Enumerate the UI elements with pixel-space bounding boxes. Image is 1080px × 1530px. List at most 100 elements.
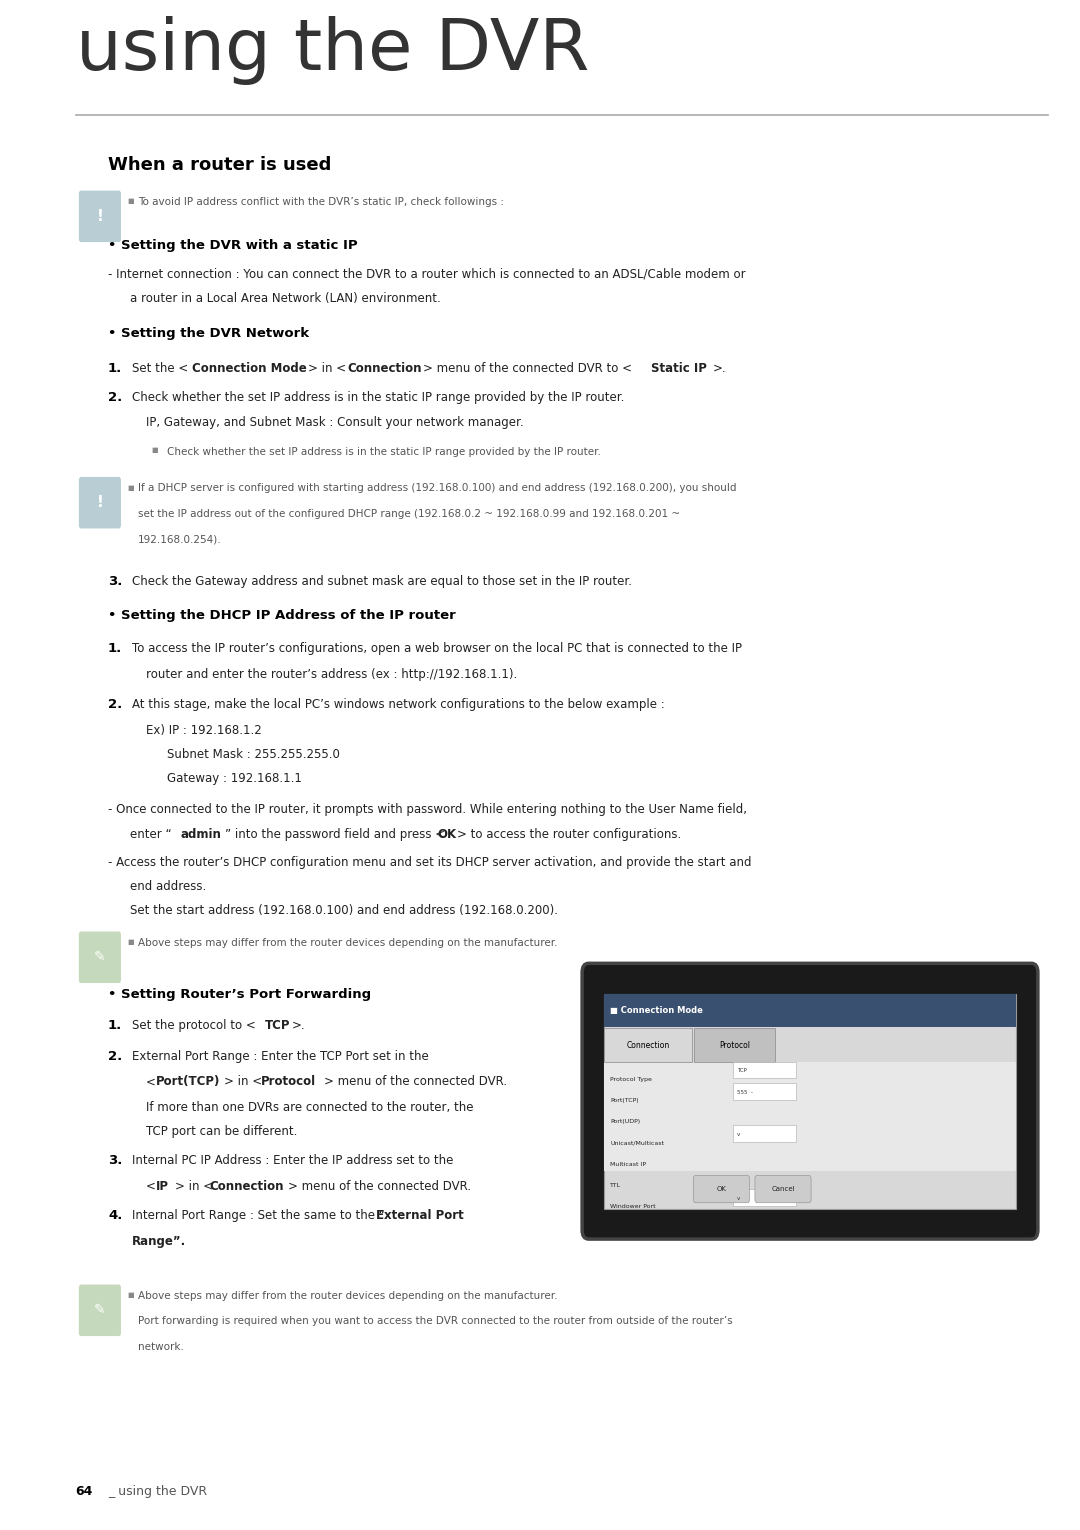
Text: At this stage, make the local PC’s windows network configurations to the below e: At this stage, make the local PC’s windo… (132, 698, 664, 711)
Text: 192.168.0.254).: 192.168.0.254). (138, 534, 221, 545)
FancyBboxPatch shape (604, 1062, 1016, 1170)
Text: Set the start address (192.168.0.100) and end address (192.168.0.200).: Set the start address (192.168.0.100) an… (130, 904, 557, 916)
Text: Check whether the set IP address is in the static IP range provided by the IP ro: Check whether the set IP address is in t… (167, 447, 602, 456)
FancyBboxPatch shape (733, 1189, 796, 1206)
Text: 64: 64 (76, 1484, 93, 1498)
Text: - Access the router’s DHCP configuration menu and set its DHCP server activation: - Access the router’s DHCP configuration… (108, 855, 752, 869)
Text: Port forwarding is required when you want to access the DVR connected to the rou: Port forwarding is required when you wan… (138, 1316, 733, 1327)
Text: a router in a Local Area Network (LAN) environment.: a router in a Local Area Network (LAN) e… (130, 292, 441, 304)
Text: enter “: enter “ (130, 828, 172, 842)
Text: ✎: ✎ (94, 950, 106, 964)
Text: Port(TCP): Port(TCP) (610, 1099, 639, 1103)
Text: 3.: 3. (108, 575, 122, 589)
Text: Range”.: Range”. (132, 1235, 186, 1247)
Text: !: ! (96, 208, 104, 223)
Text: - Once connected to the IP router, it prompts with password. While entering noth: - Once connected to the IP router, it pr… (108, 803, 747, 815)
Text: Connection: Connection (626, 1040, 670, 1050)
Text: - Internet connection : You can connect the DVR to a router which is connected t: - Internet connection : You can connect … (108, 268, 745, 282)
Text: IP, Gateway, and Subnet Mask : Consult your network manager.: IP, Gateway, and Subnet Mask : Consult y… (146, 416, 524, 430)
FancyBboxPatch shape (694, 1028, 775, 1062)
Text: Protocol: Protocol (261, 1076, 316, 1088)
Text: Set the <: Set the < (132, 361, 188, 375)
Text: Check the Gateway address and subnet mask are equal to those set in the IP route: Check the Gateway address and subnet mas… (132, 575, 632, 589)
Text: 4.: 4. (108, 1209, 122, 1222)
FancyBboxPatch shape (79, 477, 121, 528)
Text: <: < (146, 1076, 156, 1088)
Text: If more than one DVRs are connected to the router, the: If more than one DVRs are connected to t… (146, 1102, 473, 1114)
Text: v: v (737, 1195, 740, 1201)
Text: External Port Range : Enter the TCP Port set in the: External Port Range : Enter the TCP Port… (132, 1050, 429, 1063)
Text: Protocol Type: Protocol Type (610, 1077, 652, 1082)
Text: ■: ■ (127, 199, 134, 203)
Text: Check whether the set IP address is in the static IP range provided by the IP ro: Check whether the set IP address is in t… (132, 390, 624, 404)
Text: ■: ■ (151, 447, 158, 453)
Text: 2.: 2. (108, 698, 122, 711)
Text: >.: >. (292, 1019, 306, 1033)
Text: !: ! (96, 496, 104, 509)
Text: 555  -: 555 - (737, 1089, 753, 1094)
Text: Protocol: Protocol (719, 1040, 750, 1050)
FancyBboxPatch shape (733, 1126, 796, 1141)
Text: end address.: end address. (130, 880, 206, 894)
Text: > in <: > in < (224, 1076, 261, 1088)
Text: 1.: 1. (108, 643, 122, 655)
Text: Port(TCP): Port(TCP) (156, 1076, 220, 1088)
Text: TCP: TCP (265, 1019, 291, 1033)
Text: Unicast/Multicast: Unicast/Multicast (610, 1140, 664, 1146)
Text: > menu of the connected DVR.: > menu of the connected DVR. (324, 1076, 508, 1088)
Text: To access the IP router’s configurations, open a web browser on the local PC tha: To access the IP router’s configurations… (132, 643, 742, 655)
Text: Static IP: Static IP (651, 361, 707, 375)
Text: OK: OK (716, 1186, 727, 1192)
Text: Port(UDP): Port(UDP) (610, 1120, 640, 1125)
Text: network.: network. (138, 1342, 184, 1353)
Text: Cancel: Cancel (771, 1186, 795, 1192)
FancyBboxPatch shape (693, 1175, 750, 1203)
Text: ■: ■ (127, 1293, 134, 1297)
Text: Above steps may differ from the router devices depending on the manufacturer.: Above steps may differ from the router d… (138, 1291, 557, 1300)
FancyBboxPatch shape (604, 993, 1016, 1027)
Text: TTL: TTL (610, 1183, 621, 1187)
Text: IP: IP (156, 1180, 168, 1193)
Text: TCP: TCP (737, 1068, 746, 1074)
Text: • Setting the DHCP IP Address of the IP router: • Setting the DHCP IP Address of the IP … (108, 609, 456, 621)
Text: Connection: Connection (348, 361, 422, 375)
FancyBboxPatch shape (79, 1285, 121, 1336)
Text: Multicast IP: Multicast IP (610, 1161, 646, 1167)
Text: v: v (737, 1132, 740, 1137)
Text: If a DHCP server is configured with starting address (192.168.0.100) and end add: If a DHCP server is configured with star… (138, 483, 737, 493)
Text: • Setting the DVR Network: • Setting the DVR Network (108, 327, 309, 340)
Text: > menu of the connected DVR.: > menu of the connected DVR. (288, 1180, 472, 1193)
Text: Subnet Mask : 255.255.255.0: Subnet Mask : 255.255.255.0 (167, 748, 340, 760)
Text: Above steps may differ from the router devices depending on the manufacturer.: Above steps may differ from the router d… (138, 938, 557, 947)
Text: • Setting the DVR with a static IP: • Setting the DVR with a static IP (108, 239, 357, 252)
Text: 3.: 3. (108, 1154, 122, 1167)
Text: router and enter the router’s address (ex : http://192.168.1.1).: router and enter the router’s address (e… (146, 669, 517, 681)
Text: 2.: 2. (108, 390, 122, 404)
Text: > in <: > in < (308, 361, 346, 375)
Text: Windower Port: Windower Port (610, 1204, 656, 1209)
Text: > to access the router configurations.: > to access the router configurations. (457, 828, 681, 842)
Text: 1.: 1. (108, 1019, 122, 1033)
Text: Set the protocol to <: Set the protocol to < (132, 1019, 256, 1033)
Text: > in <: > in < (175, 1180, 213, 1193)
Text: Connection Mode: Connection Mode (192, 361, 307, 375)
Text: admin: admin (180, 828, 221, 842)
Text: When a router is used: When a router is used (108, 156, 332, 174)
Text: ✎: ✎ (94, 1304, 106, 1317)
Text: >.: >. (713, 361, 727, 375)
Text: using the DVR: using the DVR (76, 15, 589, 84)
Text: To avoid IP address conflict with the DVR’s static IP, check followings :: To avoid IP address conflict with the DV… (138, 197, 504, 207)
Text: Ex) IP : 192.168.1.2: Ex) IP : 192.168.1.2 (146, 724, 261, 737)
Text: ” into the password field and press <: ” into the password field and press < (225, 828, 445, 842)
Text: 1.: 1. (108, 361, 122, 375)
FancyBboxPatch shape (79, 191, 121, 242)
Text: 2.: 2. (108, 1050, 122, 1063)
FancyBboxPatch shape (733, 1062, 796, 1079)
Text: ■: ■ (127, 939, 134, 946)
Text: OK: OK (437, 828, 457, 842)
FancyBboxPatch shape (733, 1083, 796, 1100)
Text: Gateway : 192.168.1.1: Gateway : 192.168.1.1 (167, 773, 302, 785)
FancyBboxPatch shape (79, 932, 121, 982)
Text: <: < (146, 1180, 156, 1193)
Text: set the IP address out of the configured DHCP range (192.168.0.2 ~ 192.168.0.99 : set the IP address out of the configured… (138, 509, 680, 519)
